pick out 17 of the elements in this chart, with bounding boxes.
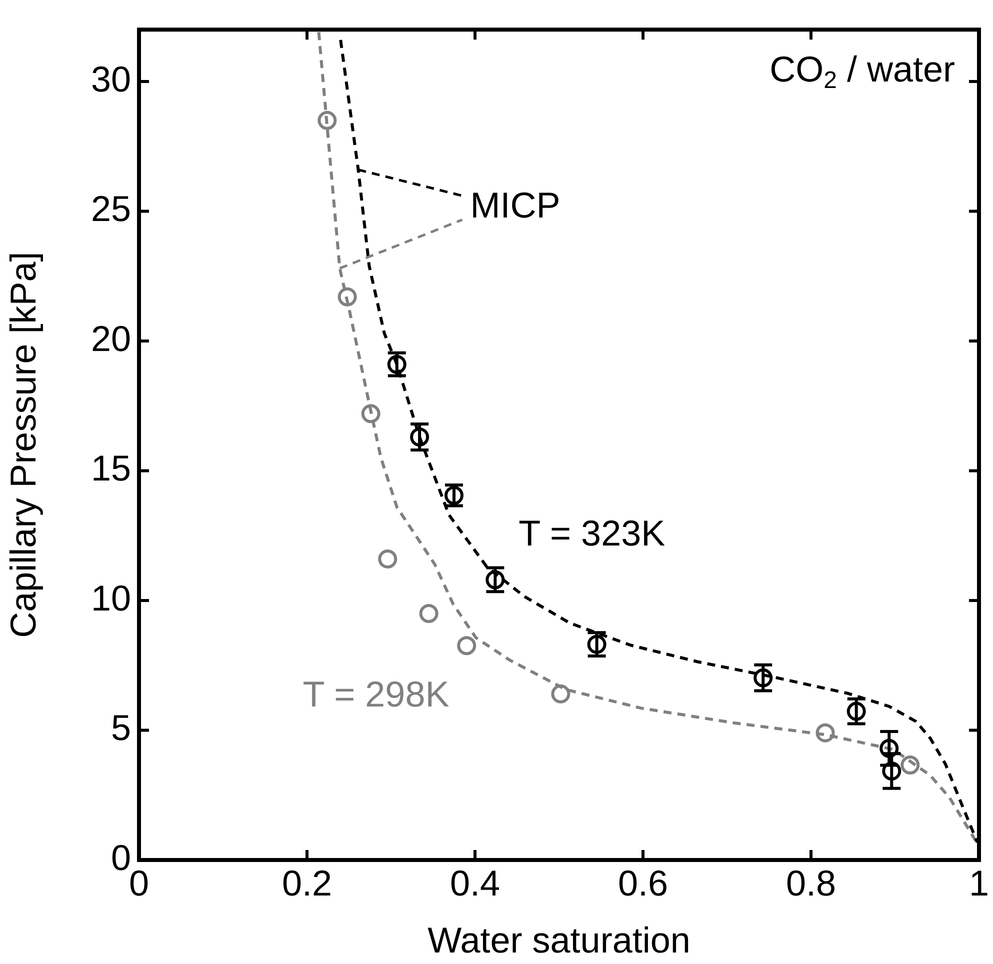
y-tick-label: 30 xyxy=(90,58,131,100)
x-tick-label: 1 xyxy=(968,862,990,904)
x-tick-label: 0.8 xyxy=(786,862,836,904)
y-tick-label: 10 xyxy=(90,577,131,618)
y-axis-title: Capillary Pressure [kPa] xyxy=(2,252,44,638)
x-tick-label: 0.6 xyxy=(618,862,668,904)
y-tick-label: 25 xyxy=(90,188,131,230)
y-tick-label: 5 xyxy=(110,707,131,748)
x-tick-label: 0.4 xyxy=(450,862,500,904)
x-axis-title: Water saturation xyxy=(428,919,690,960)
y-tick-label: 20 xyxy=(90,318,131,359)
series-label: T = 323K xyxy=(518,512,666,554)
y-tick-label: 0 xyxy=(110,836,131,878)
annotation: MICP xyxy=(470,184,560,226)
y-tick-label: 15 xyxy=(90,448,131,489)
series-label: T = 298K xyxy=(302,673,450,714)
x-tick-label: 0.2 xyxy=(282,862,332,904)
